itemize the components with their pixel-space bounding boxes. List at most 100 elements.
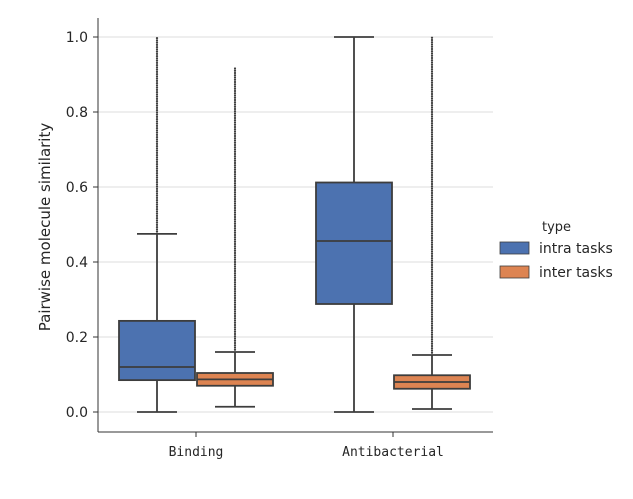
outlier-point [233, 137, 237, 140]
outlier-point [155, 174, 159, 177]
outlier-point [233, 197, 237, 201]
outlier-point [155, 127, 159, 130]
outlier-point [233, 128, 237, 131]
outlier-point [430, 158, 434, 161]
outlier-point [233, 112, 237, 115]
outlier-point [233, 251, 237, 255]
outlier-point [155, 194, 159, 197]
outlier-point [155, 106, 159, 109]
outlier-point [430, 191, 434, 195]
outlier-point [233, 168, 237, 171]
outlier-point [430, 88, 434, 91]
outlier-point [233, 305, 237, 309]
outlier-point [430, 68, 434, 71]
outlier-point [233, 130, 237, 133]
outlier-point [155, 172, 159, 175]
outlier-point [155, 66, 159, 69]
outlier-point [155, 129, 159, 132]
outlier-point [233, 323, 237, 327]
outlier-point [430, 151, 434, 154]
outlier-point [233, 74, 237, 77]
outlier-point [430, 47, 434, 51]
outlier-point [430, 74, 434, 78]
outlier-point [155, 73, 159, 76]
box-inter-tasks-antibacterial [393, 36, 471, 410]
outlier-point [233, 213, 237, 216]
box-intra-tasks-binding [118, 37, 196, 413]
outlier-point [430, 263, 434, 267]
outlier-point [430, 149, 434, 152]
outlier-point [430, 167, 434, 170]
outlier-point [233, 114, 237, 117]
y-tick-label: 0.8 [66, 105, 88, 121]
outlier-point [155, 59, 159, 62]
outlier-point [233, 89, 237, 93]
outlier-point [233, 116, 237, 120]
outlier-point [155, 203, 159, 206]
outlier-point [430, 205, 434, 208]
box-rect [315, 181, 393, 305]
outlier-point [430, 335, 434, 339]
outlier-point [233, 256, 237, 259]
outlier-point [233, 296, 237, 300]
outlier-point [233, 177, 237, 180]
outlier-point [430, 194, 434, 197]
y-tick-label: 0.6 [66, 180, 88, 196]
outlier-point [430, 302, 434, 305]
outlier-point [233, 278, 237, 282]
outlier-point [233, 195, 237, 198]
outlier-point [430, 252, 434, 255]
outlier-point [233, 269, 237, 273]
x-tick-labels: Binding Antibacterial [169, 445, 444, 460]
outlier-point [233, 326, 237, 329]
outlier-point [155, 43, 159, 46]
outlier-point [430, 245, 434, 249]
outlier-point [155, 151, 159, 154]
outlier-point [430, 241, 434, 244]
outlier-point [430, 41, 434, 44]
outlier-point [430, 243, 434, 246]
outlier-point [430, 146, 434, 150]
outlier-point [430, 61, 434, 64]
outlier-point [233, 85, 237, 88]
outlier-point [155, 133, 159, 136]
outlier-point [430, 320, 434, 323]
outlier-point [155, 52, 159, 55]
outlier-point [155, 192, 159, 195]
outlier-point [155, 156, 159, 159]
outlier-point [430, 207, 434, 210]
outlier-point [430, 308, 434, 312]
outlier-point [155, 48, 159, 51]
outlier-point [233, 260, 237, 264]
outlier-point [233, 337, 237, 340]
outlier-point [155, 86, 159, 89]
outlier-point [155, 138, 159, 141]
outlier-point [233, 101, 237, 104]
outlier-point [430, 236, 434, 240]
outlier-point [430, 77, 434, 80]
outlier-point [430, 106, 434, 109]
outlier-point [430, 124, 434, 127]
outlier-point [233, 218, 237, 221]
outlier-point [233, 283, 237, 286]
outlier-point [430, 311, 434, 314]
outlier-point [155, 91, 159, 94]
outlier-point [155, 118, 159, 121]
outlier-point [233, 339, 237, 342]
outlier-point [233, 193, 237, 196]
outlier-point [430, 333, 434, 336]
outlier-point [155, 57, 159, 60]
outlier-point [155, 64, 159, 67]
outlier-point [233, 83, 237, 86]
outlier-point [430, 288, 434, 291]
outlier-point [430, 225, 434, 228]
outlier-point [430, 97, 434, 100]
outlier-point [233, 240, 237, 243]
outlier-point [233, 139, 237, 142]
outlier-point [430, 340, 434, 343]
outlier-point [155, 113, 159, 116]
outlier-point [233, 150, 237, 153]
outlier-point [155, 88, 159, 91]
outlier-point [155, 154, 159, 157]
outlier-point [430, 234, 434, 237]
